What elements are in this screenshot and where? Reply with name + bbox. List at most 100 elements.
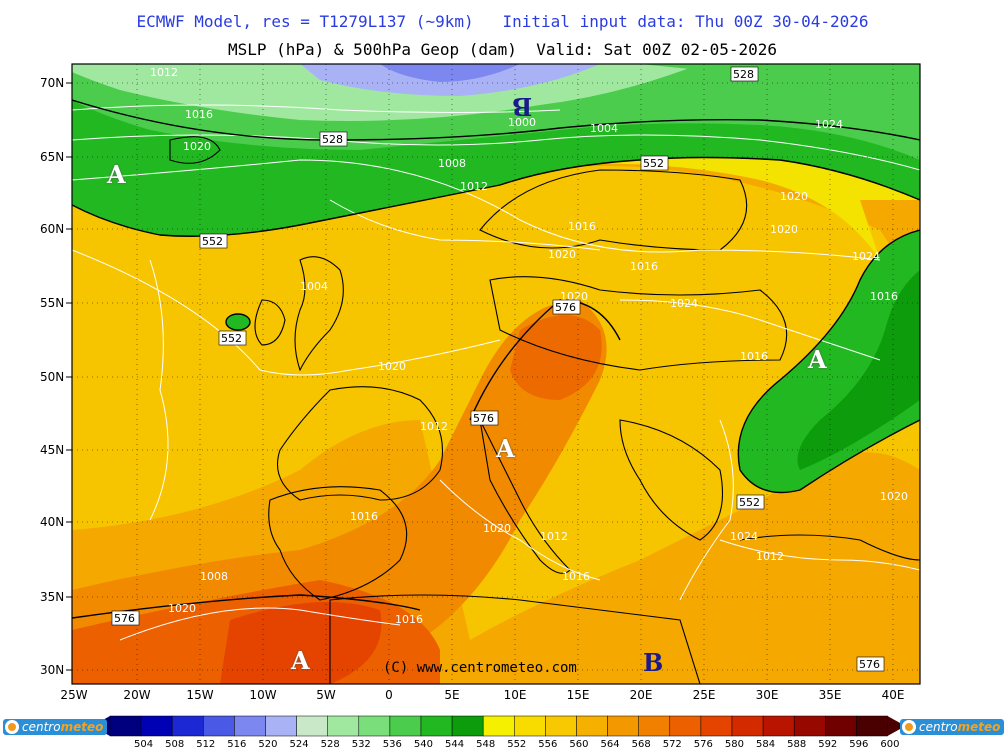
- isobar-label: 1016: [185, 108, 213, 121]
- legend-swatch: [731, 715, 764, 737]
- legend-swatch: [203, 715, 235, 737]
- logo-brand: meteo: [957, 720, 1001, 734]
- legend-value: 600: [880, 739, 900, 750]
- geopotential-label: 528: [730, 66, 759, 82]
- lat-label: 45N: [40, 443, 65, 457]
- legend-value: 568: [631, 739, 651, 750]
- isobar-label: 1016: [740, 350, 768, 363]
- legend-scale: [92, 715, 906, 737]
- legend-value: 552: [507, 739, 527, 750]
- lat-label: 70N: [40, 76, 65, 90]
- legend-swatch: [545, 715, 577, 737]
- lat-label: 35N: [40, 590, 65, 604]
- lon-label: 40E: [881, 688, 905, 702]
- isobar-label: 1016: [630, 260, 658, 273]
- legend-value: 576: [693, 739, 713, 750]
- svg-text:552: 552: [739, 496, 760, 509]
- geopotential-label: 576: [111, 610, 140, 626]
- legend-value: 560: [569, 739, 589, 750]
- geopotential-label: 552: [640, 155, 669, 171]
- legend-swatch: [389, 715, 422, 737]
- legend-value: 564: [600, 739, 620, 750]
- legend-value: 532: [351, 739, 371, 750]
- lon-label: 30E: [755, 688, 779, 702]
- legend-value: 512: [196, 739, 216, 750]
- geopotential-label: 552: [199, 233, 228, 249]
- color-legend: [0, 714, 1005, 752]
- legend-value: 584: [756, 739, 776, 750]
- legend-swatch: [171, 715, 204, 737]
- geopotential-label: 576: [470, 410, 499, 426]
- legend-swatch: [420, 715, 453, 737]
- geopotential-label: 552: [218, 330, 247, 346]
- legend-value: 536: [382, 739, 402, 750]
- isobar-label: 1020: [168, 602, 196, 615]
- high-pressure-center: A: [496, 434, 515, 463]
- logo-icon: [902, 720, 916, 734]
- lon-label: 10E: [503, 688, 527, 702]
- legend-swatch: [793, 715, 826, 737]
- lon-label: 20E: [629, 688, 653, 702]
- isobar-label: 1024: [815, 118, 843, 131]
- lon-label: 15W: [186, 688, 214, 702]
- legend-swatch: [638, 715, 671, 737]
- lon-label: 0: [385, 688, 393, 702]
- legend-value: 520: [258, 739, 278, 750]
- isobar-label: 1012: [756, 550, 784, 563]
- isobar-label: 1012: [460, 180, 488, 193]
- legend-value: 548: [476, 739, 496, 750]
- isobar-label: 1020: [770, 223, 798, 236]
- legend-swatch: [514, 715, 546, 737]
- legend-swatch: [358, 715, 391, 737]
- logo-icon: [5, 720, 19, 734]
- legend-value: 556: [538, 739, 558, 750]
- lat-label: 40N: [40, 515, 65, 529]
- isobar-label: 1024: [670, 297, 698, 310]
- legend-value: 588: [787, 739, 807, 750]
- isobar-label: 1020: [548, 248, 576, 261]
- legend-value: 596: [849, 739, 869, 750]
- isobar-label: 1004: [300, 280, 328, 293]
- isobar-label: 1016: [562, 570, 590, 583]
- lon-label: 10W: [249, 688, 277, 702]
- lon-label: 25E: [692, 688, 716, 702]
- lon-label: 25W: [60, 688, 88, 702]
- legend-swatch: [234, 715, 266, 737]
- lon-label: 20W: [123, 688, 151, 702]
- svg-text:576: 576: [473, 412, 494, 425]
- lat-label: 30N: [40, 663, 65, 677]
- isobar-label: 1000: [508, 116, 536, 129]
- isobar-label: 1020: [378, 360, 406, 373]
- legend-swatch: [825, 715, 857, 737]
- legend-value: 572: [662, 739, 682, 750]
- legend-swatch: [762, 715, 795, 737]
- isobar-label: 1024: [852, 250, 880, 263]
- logo-prefix: centro: [919, 720, 958, 734]
- isobar-label: 1008: [438, 157, 466, 170]
- lon-label: 35E: [818, 688, 842, 702]
- lon-label: 5W: [316, 688, 336, 702]
- legend-value: 504: [134, 739, 154, 750]
- logo-right: centro meteo: [900, 718, 1005, 736]
- isobar-label: 1008: [200, 570, 228, 583]
- logo-prefix: centro: [22, 720, 61, 734]
- isobar-label: 1016: [395, 613, 423, 626]
- svg-text:528: 528: [322, 133, 343, 146]
- legend-swatch: [607, 715, 639, 737]
- legend-value: 528: [320, 739, 340, 750]
- legend-value: 580: [724, 739, 744, 750]
- legend-value: 544: [445, 739, 465, 750]
- legend-swatch: [140, 715, 173, 737]
- title-line-2: MSLP (hPa) & 500hPa Geop (dam) Valid: Sa…: [227, 40, 778, 59]
- low-pressure-center: B: [643, 648, 664, 677]
- legend-value: 540: [413, 739, 433, 750]
- high-pressure-center: A: [107, 160, 126, 189]
- legend-swatch: [669, 715, 702, 737]
- geopotential-label: 552: [736, 494, 765, 510]
- lat-label: 65N: [40, 150, 65, 164]
- legend-swatch: [482, 715, 515, 737]
- copyright-text: (C) www.centrometeo.com: [383, 660, 577, 676]
- isobar-label: 1024: [730, 530, 758, 543]
- isobar-label: 1016: [568, 220, 596, 233]
- legend-swatch: [296, 715, 328, 737]
